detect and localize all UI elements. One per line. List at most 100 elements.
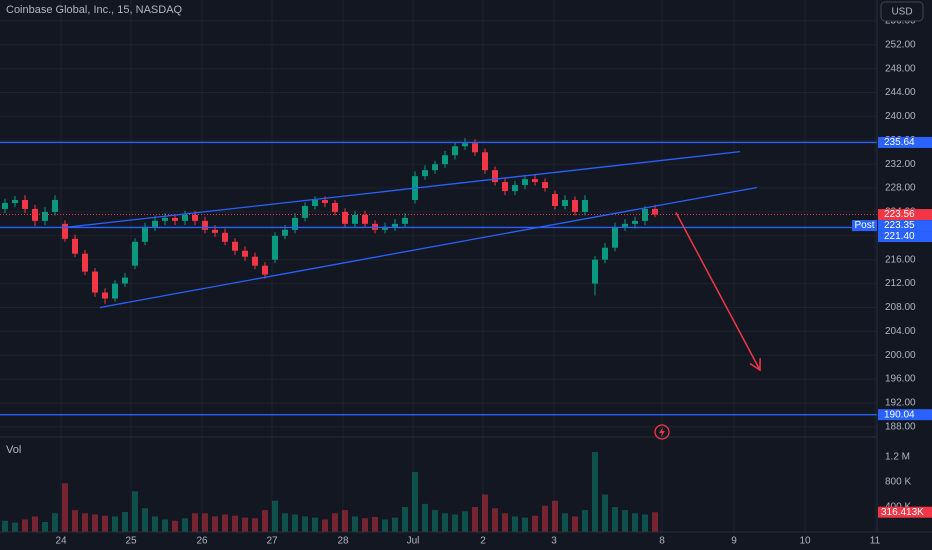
- volume-title: Vol: [6, 444, 21, 456]
- volume-bar: [172, 520, 178, 532]
- volume-bar: [422, 503, 428, 532]
- x-tick-label: 27: [266, 536, 278, 547]
- volume-bar: [242, 517, 248, 532]
- candle-body: [432, 164, 438, 171]
- candle-body: [542, 182, 548, 189]
- candle-body: [572, 199, 578, 212]
- volume-bar: [632, 513, 638, 532]
- volume-bar: [12, 522, 18, 532]
- volume-tick-label: 800 K: [885, 477, 911, 488]
- volume-bar: [112, 516, 118, 532]
- volume-bar: [332, 513, 338, 532]
- currency-label[interactable]: USD: [891, 7, 912, 18]
- volume-bar: [132, 491, 138, 532]
- candle-body: [2, 202, 8, 209]
- price-label: 223.35: [884, 220, 915, 231]
- volume-bar: [622, 510, 628, 532]
- volume-bar: [232, 515, 238, 532]
- volume-bar: [212, 516, 218, 532]
- candle-body: [452, 146, 458, 156]
- volume-bar: [282, 513, 288, 532]
- volume-bar: [342, 510, 348, 532]
- y-tick-label: 240.00: [885, 111, 916, 122]
- candle-body: [272, 235, 278, 260]
- volume-bar: [222, 514, 228, 532]
- volume-bar: [102, 515, 108, 532]
- price-label-box: [878, 409, 932, 421]
- volume-label: 316.413K: [881, 507, 924, 518]
- candle-body: [552, 194, 558, 206]
- arrow-line: [675, 212, 761, 371]
- volume-bar: [372, 517, 378, 532]
- volume-bar: [32, 516, 38, 532]
- y-tick-label: 252.00: [885, 39, 916, 50]
- price-label-box: [878, 136, 932, 148]
- volume-bar: [252, 518, 258, 532]
- candle-body: [262, 265, 268, 275]
- volume-bar: [262, 510, 268, 532]
- candle-body: [652, 208, 658, 215]
- y-tick-label: 200.00: [885, 350, 916, 361]
- candle-body: [122, 277, 128, 284]
- candle-body: [422, 170, 428, 177]
- x-tick-label: 26: [196, 536, 208, 547]
- candle-body: [232, 241, 238, 251]
- volume-bar: [52, 513, 58, 532]
- volume-bar: [402, 507, 408, 532]
- volume-bar: [392, 517, 398, 532]
- x-tick-label: 2: [480, 536, 486, 547]
- event-icon[interactable]: [654, 424, 670, 440]
- y-tick-label: 188.00: [885, 421, 916, 432]
- candle-body: [52, 199, 58, 212]
- candle-body: [192, 214, 198, 221]
- volume-bar: [82, 513, 88, 532]
- currency-button[interactable]: [880, 1, 924, 22]
- volume-bar: [442, 513, 448, 532]
- x-tick-label: 28: [337, 536, 349, 547]
- volume-bar: [202, 513, 208, 532]
- volume-bar: [312, 517, 318, 532]
- volume-bar: [522, 517, 528, 532]
- y-tick-label: 196.00: [885, 374, 916, 385]
- candle-body: [512, 185, 518, 192]
- volume-bar: [432, 510, 438, 532]
- volume-bar: [602, 494, 608, 532]
- candle-body: [72, 238, 78, 254]
- candle-body: [362, 214, 368, 224]
- candle-body: [182, 214, 188, 221]
- y-tick-label: 212.00: [885, 278, 916, 289]
- candle-body: [482, 152, 488, 171]
- y-tick-label: 216.00: [885, 254, 916, 265]
- volume-bar: [62, 483, 68, 532]
- candle-body: [562, 199, 568, 206]
- candle-body: [222, 232, 228, 242]
- volume-bar: [382, 519, 388, 532]
- candle-body: [172, 217, 178, 221]
- volume-bar: [462, 511, 468, 532]
- candle-body: [42, 211, 48, 221]
- price-label-box: [878, 220, 932, 232]
- marks: [0, 137, 877, 532]
- y-tick-label: 192.00: [885, 398, 916, 409]
- volume-tick-label: 1.2 M: [885, 452, 910, 463]
- price-label: 221.40: [884, 231, 915, 242]
- trendline: [99, 186, 758, 309]
- y-tick-label: 248.00: [885, 63, 916, 74]
- x-tick-label: 11: [870, 536, 881, 547]
- volume-bar: [452, 514, 458, 532]
- volume-bar: [512, 516, 518, 532]
- volume-bar: [562, 513, 568, 532]
- candle-body: [302, 205, 308, 218]
- candle-body: [592, 259, 598, 284]
- candle-body: [82, 253, 88, 272]
- candle-body: [212, 229, 218, 233]
- volume-bar: [412, 472, 418, 532]
- candle-body: [132, 241, 138, 266]
- volume-bar: [612, 507, 618, 532]
- candle-body: [152, 220, 158, 227]
- x-tick-label: 10: [799, 536, 811, 547]
- x-tick-label: 25: [125, 536, 137, 547]
- candle-body: [382, 226, 388, 230]
- volume-bar: [362, 518, 368, 532]
